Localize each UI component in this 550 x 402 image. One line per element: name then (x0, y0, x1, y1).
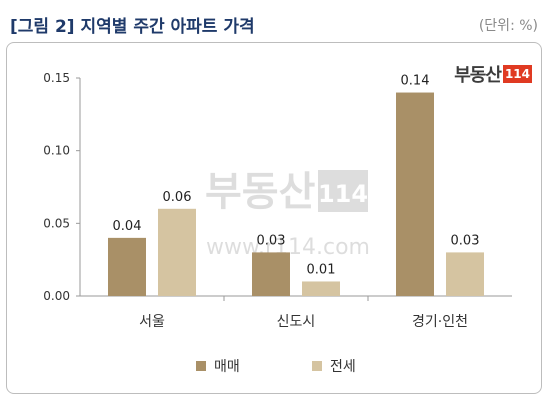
y-tick-label: 0.00 (43, 289, 70, 303)
data-label: 0.03 (257, 233, 286, 248)
x-tick-label: 신도시 (277, 314, 316, 330)
bar-전세 (302, 281, 340, 296)
data-label: 0.06 (163, 190, 192, 205)
legend-swatch (196, 361, 206, 371)
brand-logo: 부동산 114 (454, 61, 532, 87)
bar-매매 (108, 237, 146, 296)
bar-매매 (252, 252, 290, 296)
x-tick-label: 서울 (139, 314, 165, 330)
chart-title: [그림 2] 지역별 주간 아파트 가격 (10, 17, 255, 37)
legend: 매매 전세 (196, 359, 356, 375)
bar-전세 (158, 208, 196, 296)
chart-frame (6, 42, 542, 394)
axes: 0.00 0.05 0.10 0.15 서울 신도시 경기·인천 (43, 71, 512, 330)
brand-logo-text: 부동산 (454, 65, 502, 86)
data-label: 0.14 (401, 74, 430, 89)
bar-매매 (396, 92, 434, 297)
y-tick-label: 0.15 (43, 71, 70, 85)
legend-label: 전세 (330, 359, 356, 375)
watermark-logo-text: 부동산 (205, 169, 316, 215)
y-tick-label: 0.05 (43, 216, 70, 230)
y-tick-label: 0.10 (43, 144, 70, 158)
watermark: 부동산 114 www.r114.com (205, 169, 370, 260)
watermark-logo-badge: 114 (318, 180, 368, 208)
unit-label: (단위: %) (478, 18, 538, 34)
bar-전세 (446, 252, 484, 296)
brand-logo-badge: 114 (502, 65, 532, 83)
x-tick-label: 경기·인천 (412, 314, 468, 330)
bars: 0.04 0.06 0.03 0.01 0.14 0.03 (108, 74, 484, 297)
legend-label: 매매 (214, 359, 240, 375)
data-label: 0.03 (451, 233, 480, 248)
legend-swatch (312, 361, 322, 371)
data-label: 0.01 (307, 262, 336, 277)
data-label: 0.04 (113, 219, 142, 234)
